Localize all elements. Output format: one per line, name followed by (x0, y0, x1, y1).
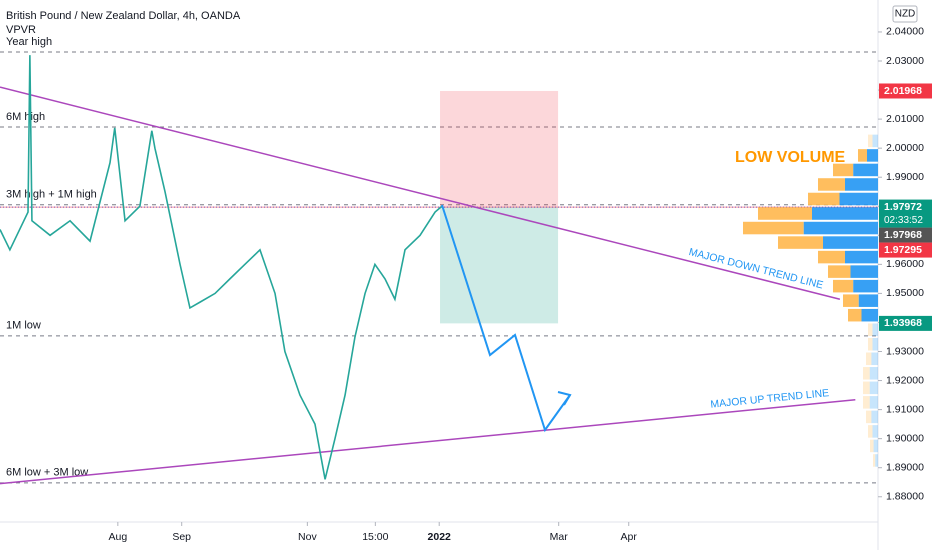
level-label: Year high (6, 36, 52, 48)
volume-bar-part (875, 454, 878, 467)
target-zone (440, 207, 559, 324)
volume-bar-part (853, 279, 878, 293)
volume-bar-part (872, 323, 878, 336)
volume-bar-part (861, 308, 878, 322)
price-tag-label: 1.93968 (884, 317, 922, 329)
trend-line (0, 86, 841, 300)
y-tick-label: 1.96000 (886, 258, 924, 270)
volume-bar (866, 352, 872, 366)
x-tick-label: Nov (298, 531, 317, 543)
volume-bar-part (803, 221, 878, 235)
volume-bar (863, 381, 870, 395)
volume-bar-part (872, 337, 878, 351)
level-label: 1M low (6, 320, 41, 332)
volume-bar-part (869, 381, 878, 395)
volume-bar-part (858, 294, 878, 307)
volume-bar (828, 265, 851, 278)
price-line (0, 55, 443, 480)
currency-badge (892, 5, 918, 23)
price-tag-label: 1.97972 (884, 201, 922, 213)
y-tick-label: 1.92000 (886, 374, 924, 386)
volume-bar (873, 454, 876, 467)
volume-bar-part (850, 265, 878, 278)
y-tick-label: 1.95000 (886, 287, 924, 299)
volume-bar (808, 192, 840, 206)
volume-bar-part (823, 236, 878, 249)
x-tick-label: Aug (108, 531, 127, 543)
price-tag-label: 1.97295 (884, 244, 922, 256)
stop-zone (440, 90, 559, 208)
x-tick-label: Mar (550, 531, 569, 543)
volume-bar-part (853, 163, 878, 177)
y-tick-label: 1.88000 (886, 491, 924, 503)
volume-bar-part (839, 192, 878, 206)
volume-bar (833, 163, 854, 177)
volume-bar (843, 294, 859, 307)
indicator: VPVR (6, 24, 36, 36)
volume-bar-part (873, 439, 878, 453)
price-tag-label: 1.97968 (884, 229, 922, 241)
volume-bar (743, 221, 804, 235)
y-tick-label: 2.04000 (886, 26, 924, 38)
price-tag (879, 227, 932, 243)
y-tick-label: 1.93000 (886, 345, 924, 357)
y-tick-label: 1.89000 (886, 461, 924, 473)
volume-bar (863, 367, 870, 380)
volume-bar (868, 323, 873, 336)
volume-bar-part (872, 425, 878, 438)
volume-bar (868, 425, 873, 438)
volume-bar-part (845, 250, 878, 264)
price-tag-label: 2.01968 (884, 85, 922, 97)
forecast-arrow (441, 204, 571, 433)
y-tick-label: 1.99000 (886, 171, 924, 183)
volume-bar (818, 178, 845, 191)
volume-bar (778, 236, 823, 249)
volume-bar (858, 149, 867, 162)
volume-bar-part (871, 410, 878, 424)
level-label: 6M low + 3M low (6, 467, 88, 479)
price-tag (879, 242, 932, 258)
volume-bar-part (871, 352, 878, 366)
volume-bar (868, 134, 873, 148)
x-tick-label: 2022 (428, 531, 452, 543)
volume-bar-part (869, 396, 878, 409)
volume-bar (866, 410, 872, 424)
currency: NZD (895, 9, 916, 20)
x-tick-label: Sep (172, 531, 191, 543)
price-tag (879, 199, 932, 228)
level-label: 3M high + 1M high (6, 189, 97, 201)
volume-bar (833, 279, 854, 293)
x-tick-label: 15:00 (362, 531, 388, 543)
trend-line (0, 398, 856, 485)
level-label: 6M high (6, 111, 45, 123)
y-tick-label: 2.00000 (886, 142, 924, 154)
price-tag (879, 83, 932, 99)
chart-title: British Pound / New Zealand Dollar, 4h, … (6, 10, 241, 22)
volume-bar-part (845, 178, 878, 191)
annotation: LOW VOLUME (735, 149, 846, 166)
volume-bar-part (867, 149, 878, 162)
y-tick-label: 2.01000 (886, 113, 924, 125)
volume-bar (818, 250, 845, 264)
y-tick-label: 1.90000 (886, 432, 924, 444)
volume-bar (848, 308, 862, 322)
x-tick-label: Apr (621, 531, 638, 543)
volume-bar (868, 337, 873, 351)
y-tick-label: 1.91000 (886, 403, 924, 415)
volume-bar-part (872, 134, 878, 148)
y-tick-label: 2.03000 (886, 55, 924, 67)
price-tag (879, 315, 932, 331)
volume-bar (870, 439, 874, 453)
volume-bar (863, 396, 870, 409)
volume-bar-part (812, 207, 878, 220)
arrow-head (557, 391, 572, 406)
volume-bar-part (869, 367, 878, 380)
countdown: 02:33:52 (884, 215, 923, 226)
volume-bar (758, 207, 812, 220)
